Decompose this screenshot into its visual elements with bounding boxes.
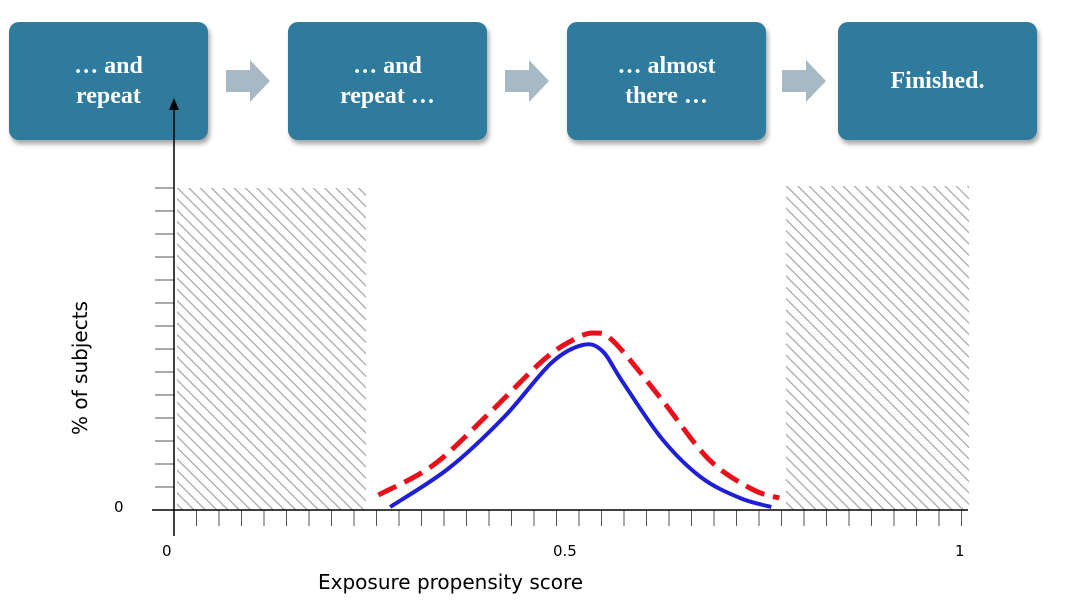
y-axis-label: % of subjects: [68, 301, 92, 435]
right-arrow-icon: [226, 60, 270, 102]
y-tick-label-0: 0: [114, 498, 124, 516]
x-tick-label-0: 0: [162, 542, 172, 560]
x-axis-label: Exposure propensity score: [318, 570, 584, 594]
y-axis-ticks: [155, 187, 174, 488]
treated-curve-solid: [389, 342, 772, 509]
step-label-1: … and repeat: [74, 53, 143, 109]
x-tick-label-1: 1: [955, 542, 965, 560]
step-box-2: … and repeat …: [288, 22, 487, 140]
step-box-1: … and repeat: [9, 22, 208, 140]
step-label-4: Finished.: [890, 68, 985, 94]
right-arrow-icon: [782, 60, 826, 102]
step-label-3: … almost there …: [617, 53, 716, 109]
excluded-region-left: [177, 188, 366, 510]
x-axis-ticks: [173, 510, 962, 526]
x-tick-label-0.5: 0.5: [553, 542, 577, 560]
excluded-region-right: [786, 186, 969, 510]
untreated-curve-dashed: [377, 330, 780, 501]
y-axis-arrowhead: [169, 98, 179, 110]
step-box-3: … almost there …: [567, 22, 766, 140]
step-box-4: Finished.: [838, 22, 1037, 140]
right-arrow-icon: [505, 60, 549, 102]
step-label-2: … and repeat …: [340, 53, 435, 109]
